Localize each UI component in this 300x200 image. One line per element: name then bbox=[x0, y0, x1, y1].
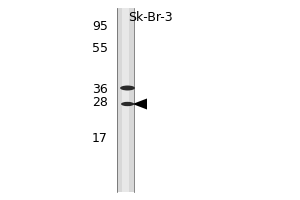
Text: Sk-Br-3: Sk-Br-3 bbox=[128, 11, 172, 24]
Bar bbox=[117, 8, 134, 192]
Text: 55: 55 bbox=[92, 43, 108, 55]
Text: 28: 28 bbox=[92, 97, 108, 110]
Text: 36: 36 bbox=[92, 83, 108, 96]
Text: 95: 95 bbox=[92, 21, 108, 33]
Polygon shape bbox=[133, 99, 147, 110]
Ellipse shape bbox=[121, 102, 134, 106]
Ellipse shape bbox=[120, 86, 135, 90]
Text: 17: 17 bbox=[92, 132, 108, 146]
Bar bbox=[122, 8, 129, 192]
